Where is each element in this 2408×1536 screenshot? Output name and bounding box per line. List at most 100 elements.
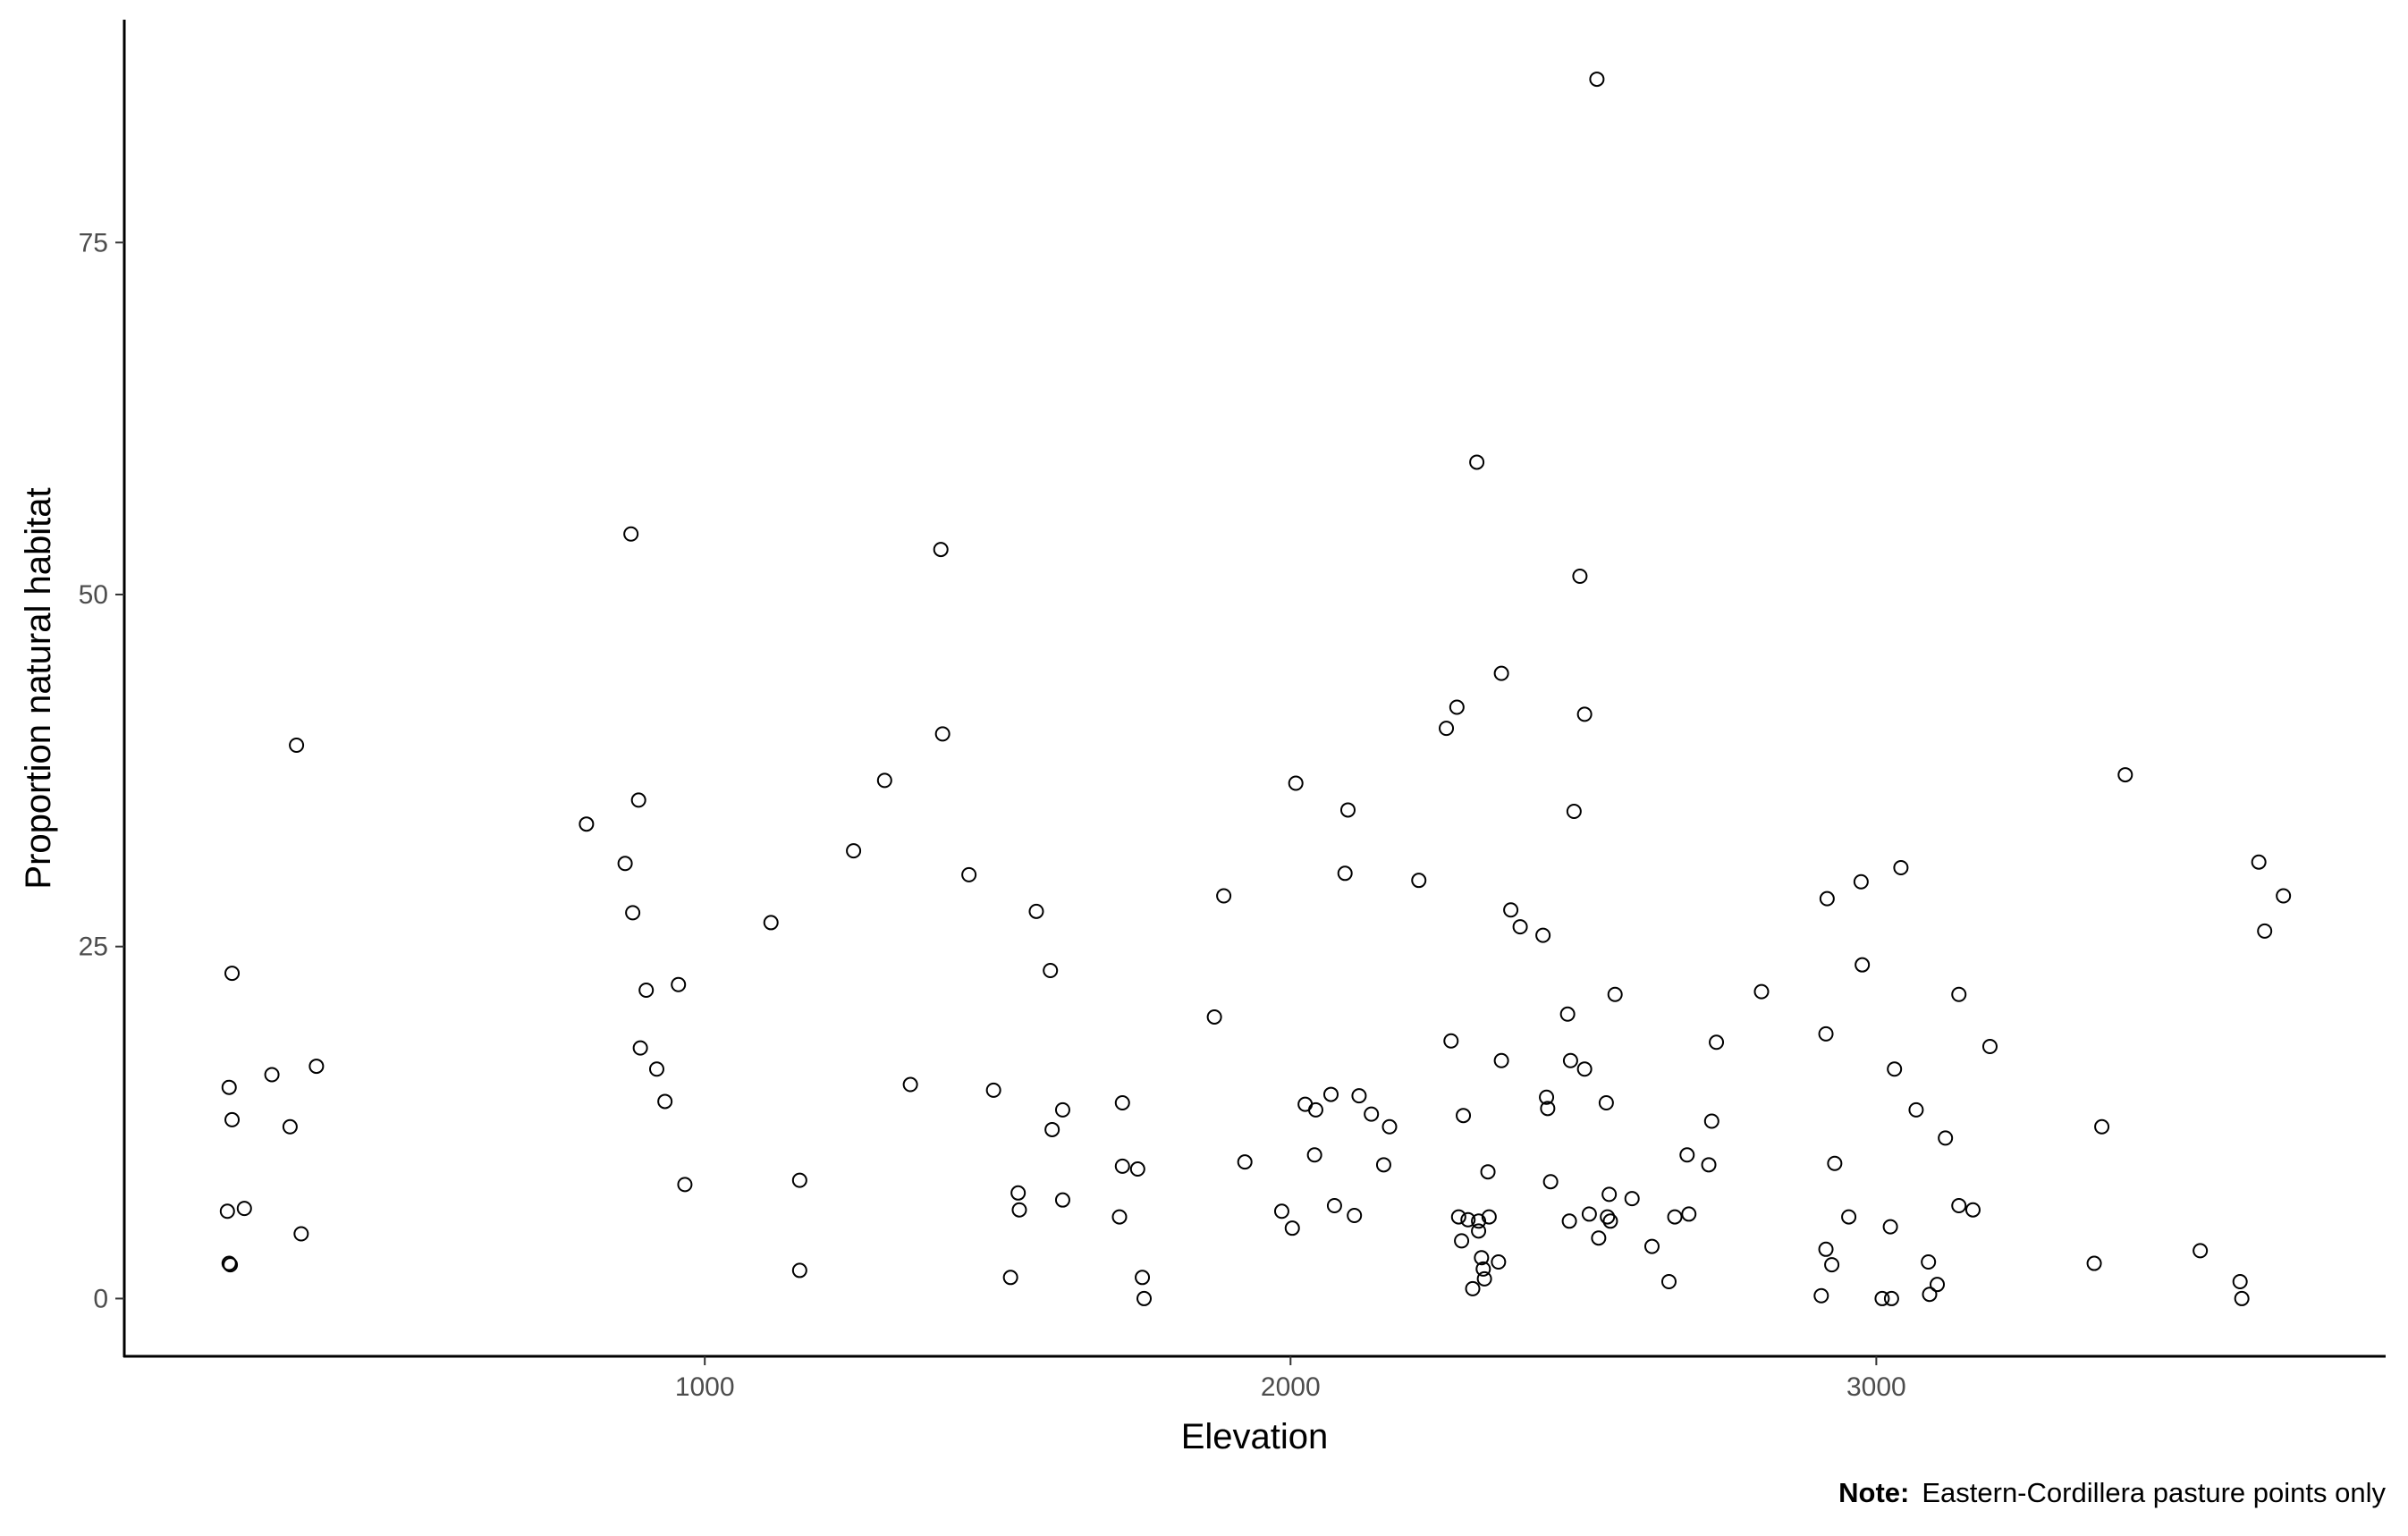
point: [1411, 873, 1427, 889]
point: [1493, 1052, 1509, 1068]
point: [1111, 1209, 1128, 1225]
point: [1841, 1209, 1857, 1225]
point: [1681, 1206, 1697, 1222]
point: [224, 966, 241, 982]
point: [1306, 1147, 1322, 1163]
point: [1607, 986, 1623, 1002]
point: [1709, 1034, 1725, 1051]
point: [2086, 1255, 2102, 1271]
point: [1703, 1113, 1719, 1129]
point: [2232, 1274, 2248, 1290]
point: [1460, 1211, 1476, 1228]
point: [1874, 1290, 1890, 1306]
point: [1503, 902, 1519, 918]
point: [1054, 1192, 1070, 1208]
x-tick-label: 2000: [1261, 1372, 1321, 1402]
point: [1893, 860, 1909, 876]
note-label: Note:: [1838, 1477, 1909, 1508]
point: [1855, 957, 1871, 973]
point: [1136, 1290, 1153, 1306]
point: [791, 1262, 807, 1279]
point: [1921, 1253, 1937, 1270]
point: [1347, 1208, 1363, 1224]
point: [1364, 1106, 1380, 1122]
point: [1922, 1287, 1938, 1303]
point: [1819, 890, 1835, 907]
point: [1028, 903, 1044, 919]
point: [1273, 1203, 1289, 1220]
point: [876, 772, 892, 789]
point: [293, 1226, 309, 1242]
point: [638, 983, 655, 999]
point: [1237, 1154, 1253, 1170]
point: [264, 1067, 280, 1083]
point: [2234, 1290, 2250, 1306]
y-axis-title: Proportion natural habitat: [19, 487, 58, 889]
point: [1581, 1206, 1597, 1222]
point: [1624, 1191, 1640, 1207]
point: [1576, 1061, 1593, 1077]
point: [221, 1079, 237, 1095]
point: [1471, 1223, 1487, 1239]
point: [1471, 1213, 1487, 1229]
point: [1339, 802, 1356, 818]
point: [657, 1093, 673, 1110]
point: [1882, 1219, 1898, 1235]
point: [1307, 1101, 1323, 1118]
point: [579, 816, 595, 832]
point: [308, 1059, 325, 1075]
point: [1576, 706, 1593, 722]
point: [1643, 1238, 1660, 1254]
point: [1930, 1277, 1946, 1293]
point: [1043, 962, 1059, 978]
point: [1480, 1164, 1496, 1180]
point: [1887, 1061, 1903, 1077]
point: [1679, 1147, 1695, 1163]
point: [1566, 804, 1582, 820]
point: [1491, 1253, 1507, 1270]
point: [648, 1061, 664, 1077]
point: [1598, 1095, 1614, 1111]
point: [219, 1203, 235, 1220]
point: [763, 915, 779, 931]
point: [1701, 1157, 1717, 1173]
point: [1216, 888, 1232, 904]
point: [1601, 1186, 1618, 1203]
point: [1284, 1220, 1300, 1236]
point: [1351, 1088, 1367, 1104]
note-text: Eastern-Cordillera pasture points only: [1922, 1477, 2386, 1508]
point: [791, 1172, 807, 1188]
x-tick-label: 3000: [1846, 1372, 1906, 1402]
point: [1562, 1052, 1578, 1068]
point: [1114, 1158, 1130, 1174]
point: [1561, 1213, 1577, 1229]
point: [1493, 665, 1509, 681]
point: [1853, 873, 1869, 890]
point: [1539, 1089, 1555, 1105]
point: [1476, 1270, 1492, 1287]
point: [2193, 1243, 2209, 1259]
point: [1010, 1185, 1027, 1201]
point: [2117, 767, 2133, 783]
point: [1824, 1257, 1840, 1273]
point: [1540, 1101, 1556, 1117]
point: [1591, 1230, 1607, 1246]
point: [1469, 454, 1485, 470]
point: [1135, 1270, 1151, 1286]
point: [1475, 1261, 1491, 1277]
point: [1535, 927, 1551, 943]
point: [1322, 1086, 1339, 1102]
point: [902, 1076, 918, 1093]
point: [1337, 865, 1353, 882]
point: [623, 526, 639, 542]
point: [2251, 854, 2267, 870]
point: [934, 726, 951, 742]
point: [1044, 1121, 1060, 1137]
point: [1481, 1209, 1497, 1225]
point: [1443, 1033, 1459, 1049]
point: [282, 1118, 298, 1135]
point: [1981, 1039, 1998, 1055]
point: [985, 1082, 1001, 1098]
point: [1908, 1101, 1924, 1118]
